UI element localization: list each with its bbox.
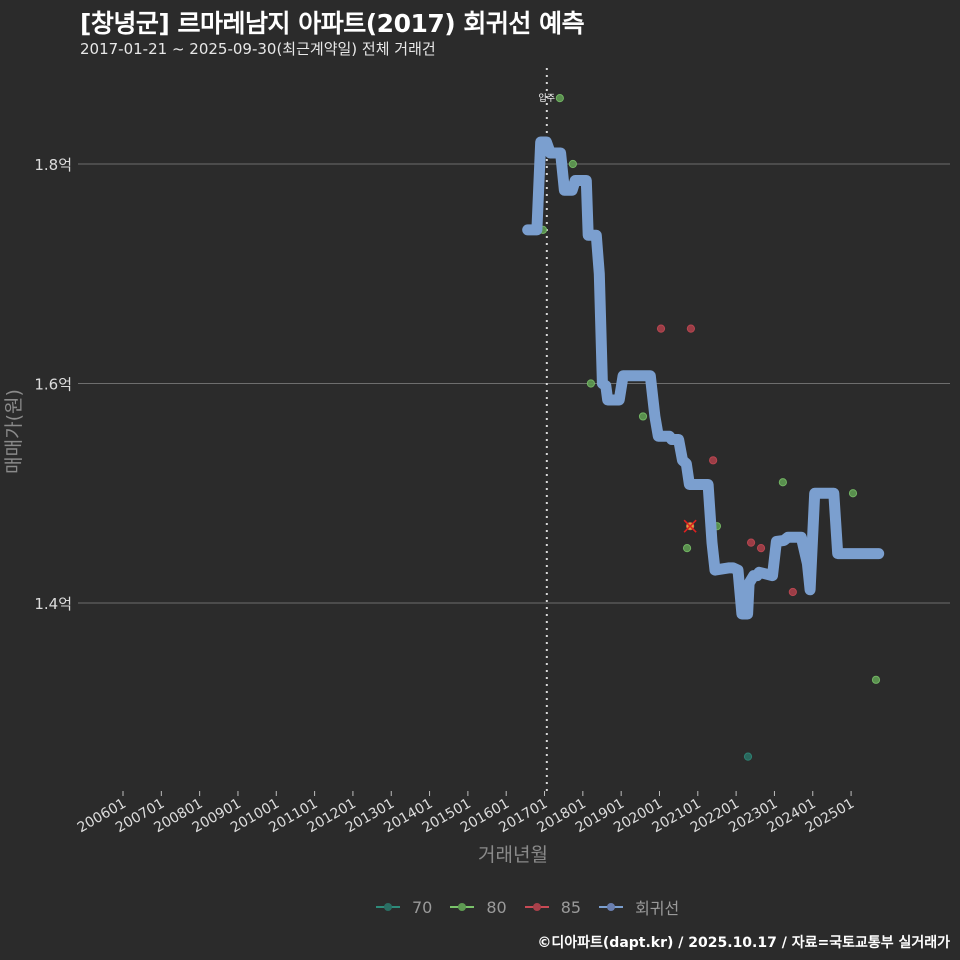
legend-label-85: 85 [560, 897, 582, 917]
chart-legend: 70 80 85 회귀선 [376, 895, 685, 919]
legend-label-80: 80 [486, 897, 507, 917]
data-point-80 [682, 544, 692, 553]
footer-credit: ©디아파트(dapt.kr) / 2025.10.17 / 자료=국토교통부 실… [537, 935, 950, 951]
legend-key-70-icon [376, 901, 400, 913]
legend-item-70: 70 [376, 898, 432, 917]
data-point-80 [638, 412, 648, 421]
legend-key-regression-icon [599, 901, 624, 913]
data-point-85 [709, 456, 718, 465]
data-point-85 [656, 324, 666, 333]
legend-item-85: 85 [524, 897, 582, 917]
y-axis-label: 매매가(원) [2, 389, 25, 474]
cancel-x-icon [683, 519, 697, 533]
data-point-85 [756, 544, 766, 553]
y-tick-label: 1.8억 [34, 156, 72, 174]
legend-key-85-icon [524, 901, 549, 913]
data-point-80 [778, 478, 787, 487]
data-point-80 [586, 379, 595, 388]
data-point-80 [871, 675, 881, 684]
legend-label-70: 70 [412, 897, 433, 917]
data-point-80 [848, 489, 858, 498]
chart-title: [창녕군] 르마레남지 아파트(2017) 회귀선 예측 [80, 9, 585, 38]
move-in-label: 입주 [539, 92, 556, 104]
data-point-85 [686, 324, 696, 333]
legend-key-80-icon [450, 901, 475, 913]
y-tick-label: 1.4억 [34, 595, 72, 613]
x-axis-label: 거래년월 [478, 844, 548, 866]
data-point-80 [568, 159, 577, 169]
data-point-85 [788, 587, 797, 597]
regression-line [522, 136, 885, 620]
data-point-80 [555, 94, 564, 103]
legend-item-regression: 회귀선 [599, 895, 679, 919]
chart-subtitle: 2017-01-21 ~ 2025-09-30(최근계약일) 전체 거래건 [80, 40, 436, 58]
legend-label-regression: 회귀선 [635, 899, 680, 918]
legend-item-80: 80 [450, 897, 507, 917]
data-point-85 [746, 538, 756, 547]
data-point-70 [743, 752, 753, 761]
y-tick-label: 1.6억 [34, 376, 72, 394]
